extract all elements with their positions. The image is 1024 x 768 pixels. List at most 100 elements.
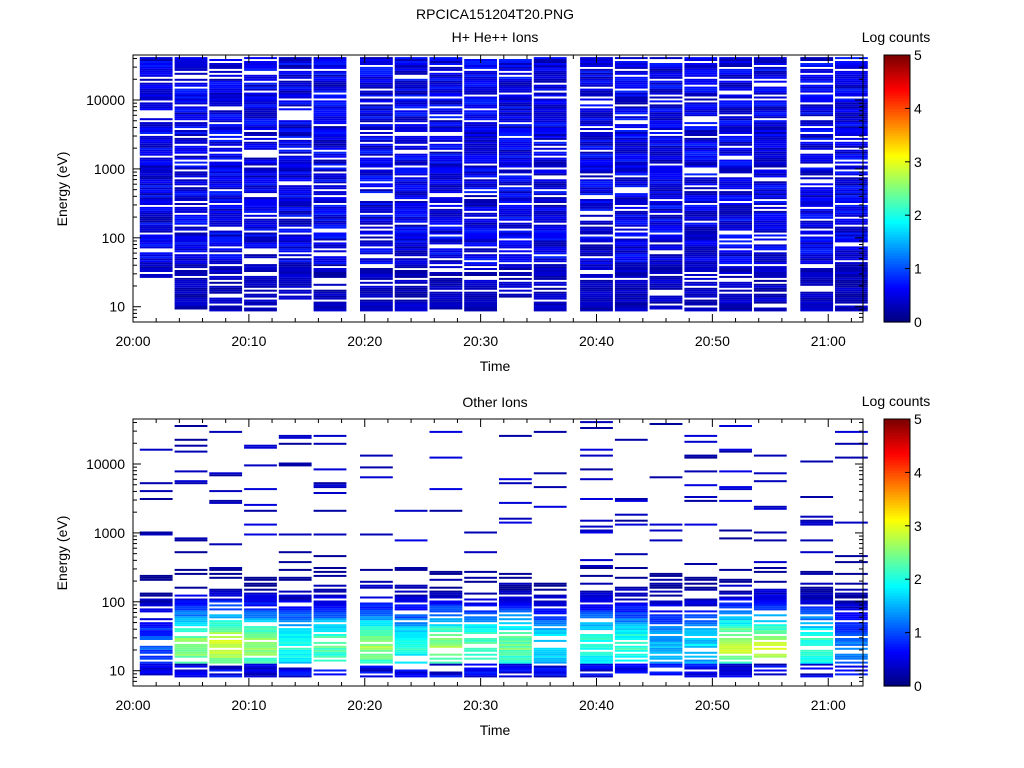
- spectrogram-cell: [209, 104, 243, 107]
- spectrogram-cell: [313, 134, 347, 136]
- spectrogram-cell: [209, 201, 243, 203]
- spectrogram-cell: [464, 254, 497, 257]
- spectrogram-cell: [360, 175, 393, 178]
- spectrogram-cell: [800, 169, 834, 172]
- spectrogram-cell: [753, 246, 787, 249]
- spectrogram-cell: [533, 283, 567, 286]
- spectrogram-cell: [614, 161, 648, 164]
- spectrogram-cell: [719, 250, 752, 253]
- spectrogram-cell: [614, 216, 648, 219]
- spectrogram-cell: [394, 643, 428, 646]
- spectrogram-cell: [835, 218, 868, 221]
- spectrogram-cell: [429, 61, 463, 63]
- spectrogram-cell: [313, 175, 347, 178]
- colorbar-segment: [884, 244, 910, 248]
- spectrogram-cell: [753, 181, 787, 184]
- panel-title: H+ He++ Ions: [452, 29, 539, 45]
- colorbar-segment: [884, 504, 910, 508]
- spectrogram-cell: [649, 88, 683, 91]
- spectrogram-cell: [464, 602, 497, 605]
- spectrogram-cell: [360, 622, 393, 625]
- spectrogram-cell: [464, 204, 497, 207]
- spectrogram-cell: [278, 655, 312, 658]
- spectrogram-cell: [649, 572, 683, 575]
- spectrogram-cell: [360, 610, 393, 613]
- colorbar-segment: [884, 621, 910, 626]
- spectrogram-cell: [394, 281, 428, 284]
- spectrogram-cell: [209, 232, 243, 235]
- spectrogram-cell: [209, 147, 243, 150]
- spectrogram-cell: [499, 181, 532, 184]
- spectrogram-cell: [580, 590, 613, 593]
- spectrogram-cell: [139, 647, 173, 650]
- spectrogram-cell: [464, 226, 497, 229]
- spectrogram-cell: [278, 175, 312, 178]
- spectrogram-cell: [580, 248, 613, 251]
- spectrogram-cell: [244, 614, 277, 617]
- spectrogram-cell: [684, 153, 718, 156]
- spectrogram-cell: [649, 143, 683, 146]
- spectrogram-cell: [835, 264, 868, 267]
- spectrogram-cell: [499, 600, 532, 603]
- spectrogram-cell: [684, 240, 718, 243]
- spectrogram-cell: [394, 669, 428, 672]
- spectrogram-cell: [313, 634, 347, 636]
- spectrogram-cell: [800, 256, 834, 259]
- spectrogram-cell: [429, 220, 463, 223]
- spectrogram-cell: [499, 137, 532, 140]
- spectrogram-cell: [174, 663, 208, 666]
- spectrogram-cell: [533, 59, 567, 61]
- colorbar-segment: [884, 177, 910, 182]
- spectrogram-cell: [753, 673, 787, 676]
- spectrogram-cell: [313, 258, 347, 261]
- spectrogram-cell: [649, 135, 683, 138]
- spectrogram-cell: [753, 592, 787, 595]
- spectrogram-cell: [800, 240, 834, 243]
- spectrogram-cell: [649, 297, 683, 300]
- colorbar-segment: [884, 643, 910, 647]
- spectrogram-cell: [139, 226, 173, 229]
- colorbar-segment: [884, 544, 910, 548]
- spectrogram-cell: [464, 181, 497, 184]
- spectrogram-cell: [753, 197, 787, 200]
- colorbar-segment: [884, 233, 910, 238]
- spectrogram-cell: [244, 94, 277, 97]
- spectrogram-cell: [684, 614, 718, 617]
- spectrogram-cell: [139, 124, 173, 127]
- spectrogram-cell: [209, 208, 243, 211]
- spectrogram-cell: [313, 145, 347, 148]
- spectrogram-cell: [313, 94, 347, 97]
- spectrogram-cell: [244, 283, 277, 286]
- spectrogram-cell: [580, 137, 613, 140]
- spectrogram-cell: [394, 594, 428, 597]
- spectrogram-cell: [800, 128, 834, 130]
- spectrogram-cell: [429, 90, 463, 93]
- spectrogram-cell: [244, 608, 277, 611]
- spectrogram-cell: [614, 649, 648, 652]
- spectrogram-cell: [614, 303, 648, 306]
- spectrogram-cell: [429, 283, 463, 286]
- spectrogram-cell: [139, 498, 173, 500]
- spectrogram-cell: [499, 110, 532, 113]
- spectrogram-cell: [209, 234, 243, 237]
- spectrogram-cell: [313, 57, 347, 60]
- spectrogram-cell: [278, 281, 312, 284]
- spectrogram-cell: [139, 270, 173, 272]
- spectrogram-cell: [649, 201, 683, 203]
- spectrogram-cell: [684, 128, 718, 130]
- spectrogram-cell: [800, 59, 834, 61]
- spectrogram-cell: [835, 622, 868, 625]
- spectrogram-cell: [394, 671, 428, 674]
- spectrogram-cell: [174, 283, 208, 286]
- spectrogram-cell: [580, 151, 613, 154]
- spectrogram-cell: [684, 270, 718, 272]
- spectrogram-cell: [313, 588, 347, 591]
- spectrogram-cell: [649, 165, 683, 168]
- spectrogram-cell: [533, 66, 567, 69]
- spectrogram-cell: [139, 624, 173, 627]
- spectrogram-cell: [429, 630, 463, 633]
- spectrogram-cell: [499, 501, 532, 504]
- x-tick-label: 20:40: [579, 333, 614, 349]
- spectrogram-cell: [244, 649, 277, 652]
- spectrogram-cell: [360, 72, 393, 75]
